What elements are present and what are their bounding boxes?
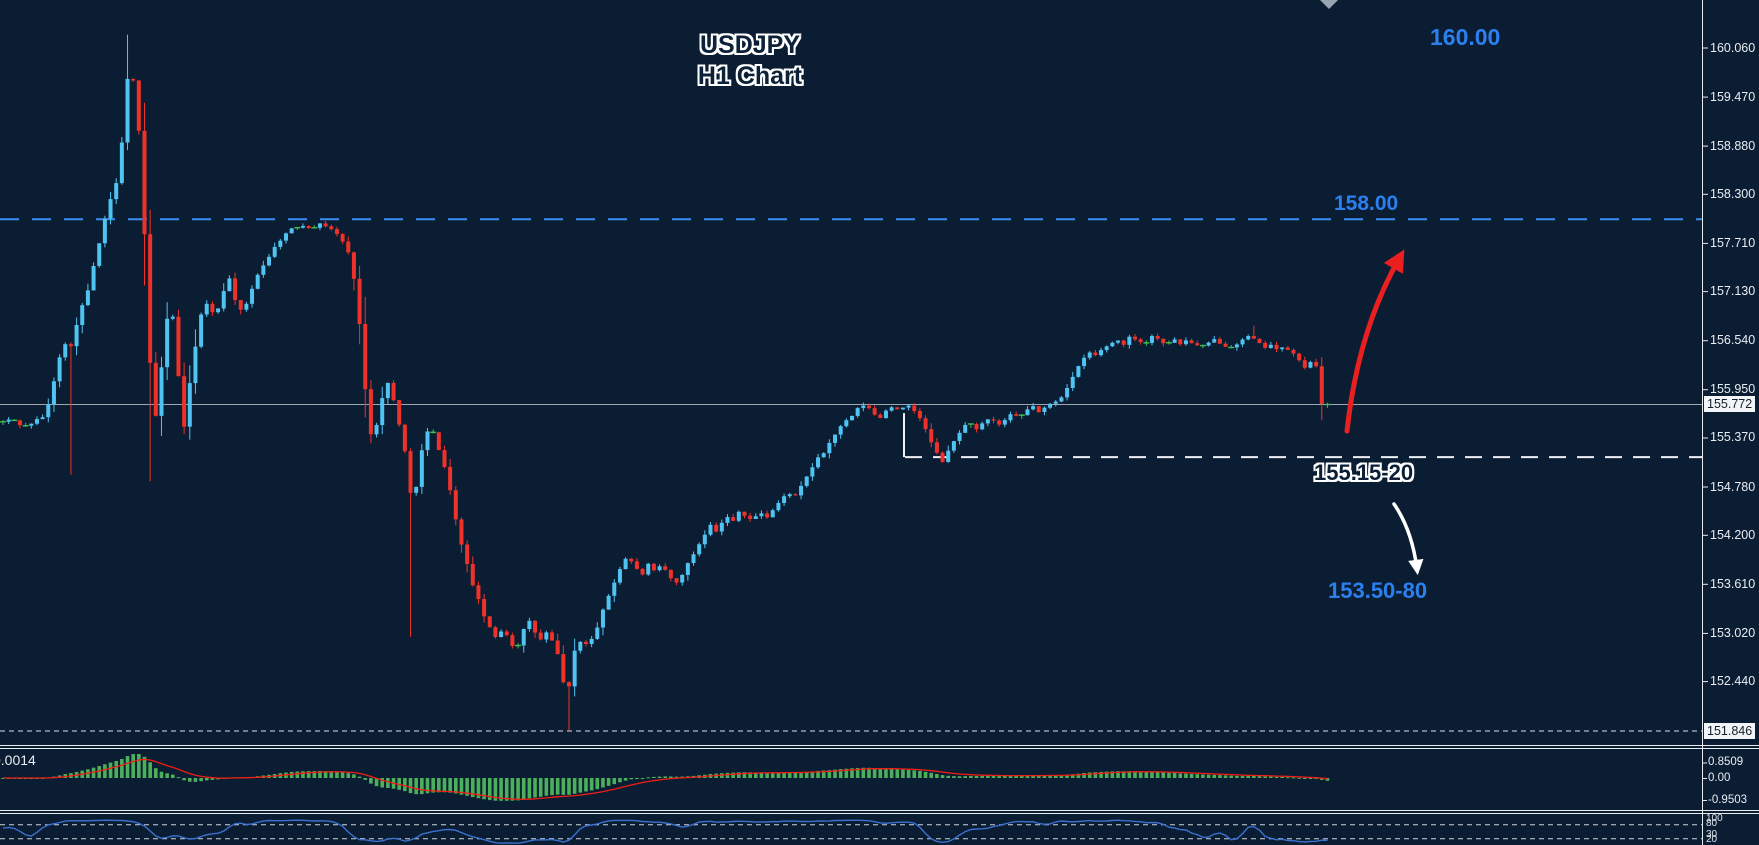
y-axis-label: 154.200 — [1710, 527, 1756, 542]
y-axis-label: 155.950 — [1710, 382, 1756, 397]
chart-timeframe-title: H1 Chart — [697, 62, 803, 90]
bearish-projection-arrow[interactable] — [1392, 502, 1424, 576]
current-price-box: 155.772 — [1704, 396, 1756, 412]
bullish-projection-arrow[interactable] — [1344, 249, 1405, 434]
y-axis-label: 155.370 — [1710, 430, 1756, 445]
stochastic-axis-label: 20 — [1706, 833, 1718, 845]
support-zone-label[interactable]: 155.15-20 — [1314, 460, 1414, 485]
y-axis-label: 160.060 — [1710, 40, 1756, 55]
y-axis-label: 159.470 — [1710, 89, 1756, 104]
lower-target-label[interactable]: 153.50-80 — [1328, 578, 1428, 603]
macd-axis-label: 0.8509 — [1708, 756, 1744, 768]
stochastic-axis-label: 100 — [1706, 813, 1723, 824]
resistance-level-label[interactable]: 158.00 — [1334, 192, 1399, 215]
upper-target-label[interactable]: 160.00 — [1430, 24, 1501, 50]
y-axis-label: 157.710 — [1710, 235, 1756, 250]
y-axis-label: 158.880 — [1710, 138, 1756, 153]
chart-shift-marker[interactable] — [1320, 0, 1338, 9]
y-axis-label: 153.020 — [1710, 625, 1756, 640]
chart-symbol-title: USDJPY — [699, 31, 801, 59]
macd-histogram — [1, 754, 1330, 801]
macd-signal-line — [3, 758, 1328, 801]
stochastic-axis-label: 30 — [1706, 829, 1718, 840]
y-axis-label: 158.300 — [1710, 186, 1756, 201]
stochastic-axis-label: 80 — [1706, 818, 1718, 829]
y-axis-label: 157.130 — [1710, 284, 1756, 299]
macd-axis-label: 0.00 — [1708, 771, 1731, 784]
y-axis-label: 154.780 — [1710, 479, 1756, 494]
low-marker-price-box: 151.846 — [1704, 723, 1756, 739]
y-axis-label: 156.540 — [1710, 333, 1756, 348]
candles-layer — [0, 34, 1331, 731]
stochastic-line — [2, 819, 1328, 844]
macd-current-value: 0.0014 — [0, 752, 36, 768]
chart-title-block: USDJPY H1 Chart — [600, 30, 900, 92]
y-axis-label: 152.440 — [1710, 674, 1756, 689]
y-axis-label: 153.610 — [1710, 576, 1756, 591]
macd-axis-label: -0.9503 — [1708, 793, 1748, 806]
